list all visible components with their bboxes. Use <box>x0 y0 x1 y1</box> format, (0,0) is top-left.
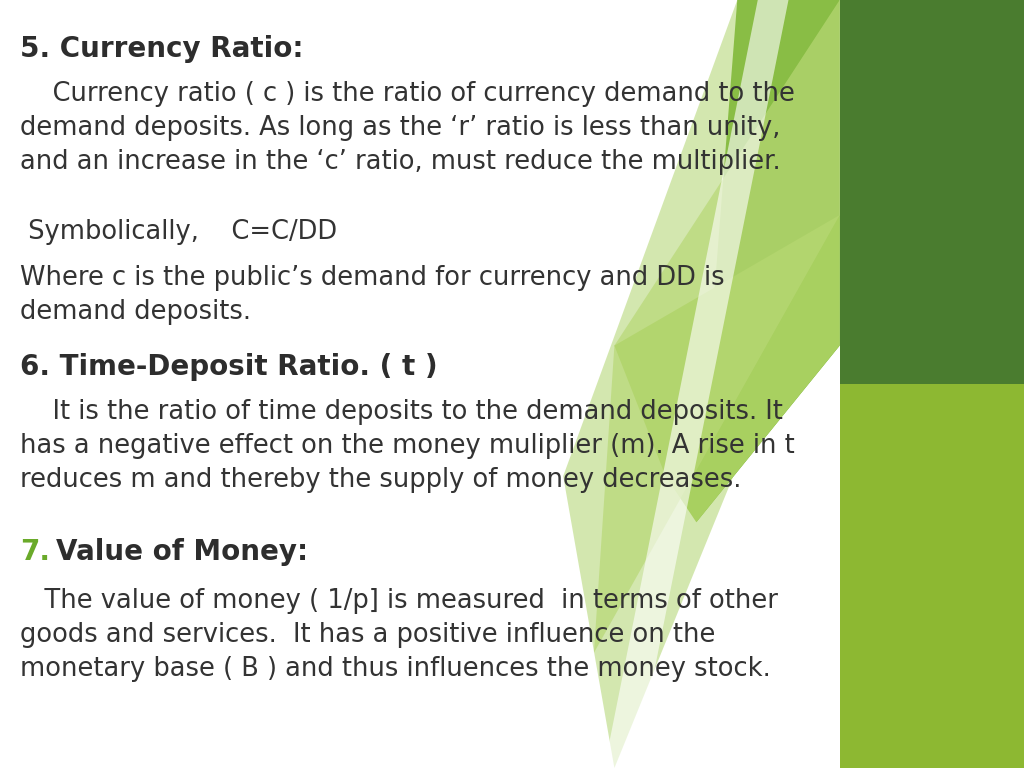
Polygon shape <box>604 0 788 768</box>
Text: Value of Money:: Value of Money: <box>56 538 308 565</box>
Polygon shape <box>563 0 840 768</box>
Polygon shape <box>840 0 1024 768</box>
Polygon shape <box>614 215 840 522</box>
Text: 6. Time-Deposit Ratio. ( t ): 6. Time-Deposit Ratio. ( t ) <box>20 353 438 381</box>
Text: Currency ratio ( c ) is the ratio of currency demand to the
demand deposits. As : Currency ratio ( c ) is the ratio of cur… <box>20 81 796 174</box>
Polygon shape <box>594 0 840 653</box>
Text: 5. Currency Ratio:: 5. Currency Ratio: <box>20 35 304 62</box>
Polygon shape <box>696 0 840 522</box>
Text: It is the ratio of time deposits to the demand deposits. It
has a negative effec: It is the ratio of time deposits to the … <box>20 399 796 493</box>
Text: Symbolically,    C=C/DD: Symbolically, C=C/DD <box>20 219 338 245</box>
Polygon shape <box>840 384 1024 768</box>
Text: The value of money ( 1/p] is measured  in terms of other
goods and services.  It: The value of money ( 1/p] is measured in… <box>20 588 778 681</box>
Text: Where c is the public’s demand for currency and DD is
demand deposits.: Where c is the public’s demand for curre… <box>20 265 725 325</box>
Text: 7.: 7. <box>20 538 50 565</box>
